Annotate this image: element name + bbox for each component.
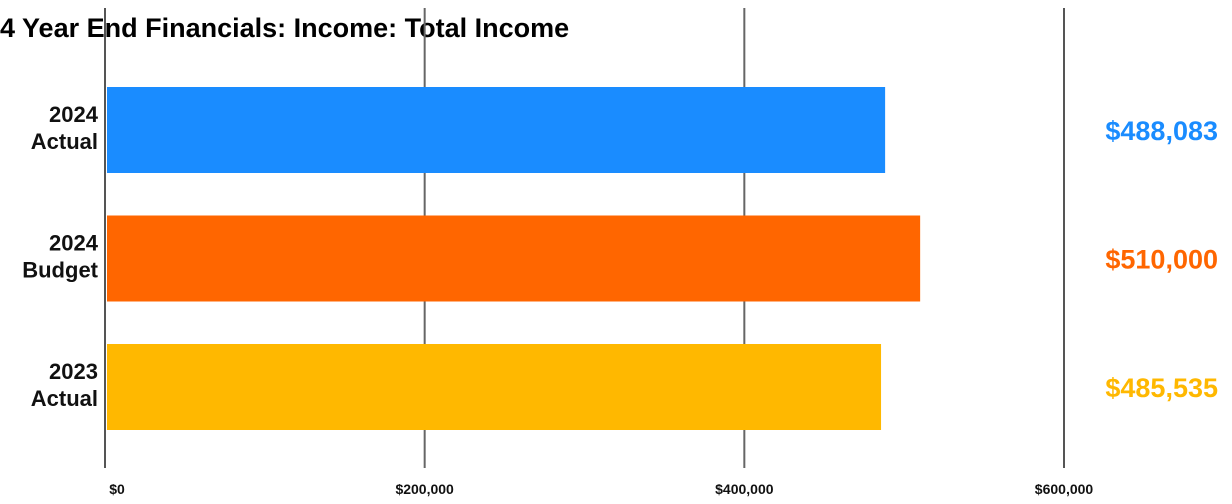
x-tick-label: $400,000 [715,481,774,497]
x-tick-label: $0 [109,481,125,497]
category-labels: 2024 Actual 2024 Budget 2023 Actual [22,102,99,411]
category-label: 2023 Actual [31,359,98,411]
x-tick-label: $200,000 [395,481,454,497]
bar [107,344,882,430]
chart-title: 4 Year End Financials: Income: Total Inc… [0,13,569,43]
value-label: $485,535 [1105,373,1218,403]
x-tick-label: $600,000 [1035,481,1094,497]
bar [107,215,921,302]
bar [107,87,886,173]
value-labels: $488,083 $510,000 $485,535 [1105,116,1218,403]
value-label: $510,000 [1105,245,1218,275]
category-label: 2024 Budget [22,231,99,283]
value-label: $488,083 [1105,116,1218,146]
x-axis-tick-labels: $0 $200,000 $400,000 $600,000 [109,481,1093,497]
bars [107,87,921,430]
category-label: 2024 Actual [31,102,99,154]
